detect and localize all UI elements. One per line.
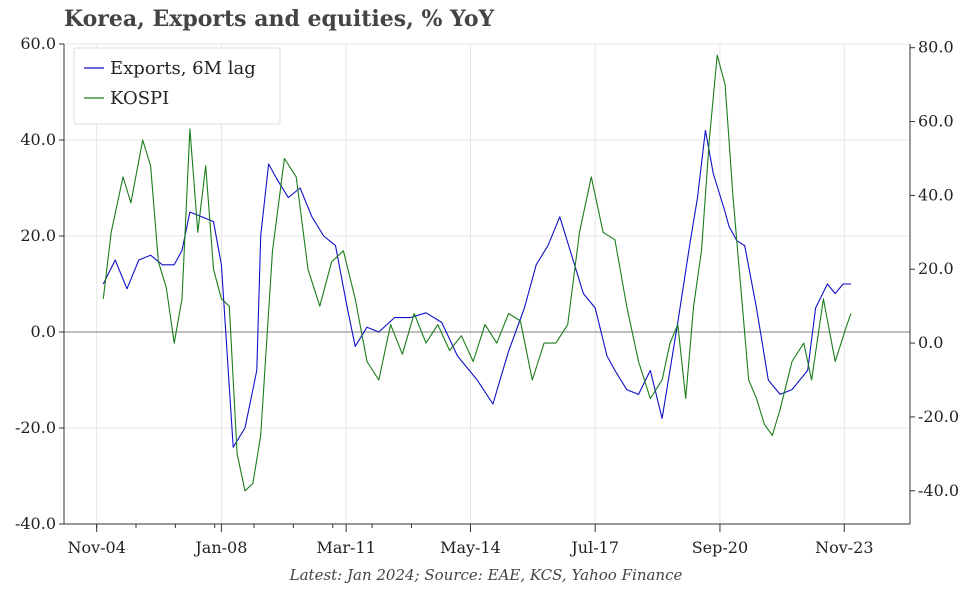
x-tick-label: Sep-20 [692,538,748,557]
y-right-tick-label: 60.0 [918,112,954,131]
x-tick-label: May-14 [440,538,501,557]
y-left-tick-label: 40.0 [20,130,56,149]
source-note: Latest: Jan 2024; Source: EAE, KCS, Yaho… [289,566,683,584]
chart-title: Korea, Exports and equities, % YoY [64,6,495,32]
y-left-tick-label: 0.0 [31,322,56,341]
x-tick-label: Nov-23 [815,538,873,557]
series-lines [102,54,852,492]
grid-lines [64,43,910,525]
y-right-tick-label: -40.0 [918,481,959,500]
y-left-tick-label: -40.0 [15,514,56,533]
y-right-tick-label: 80.0 [918,38,954,57]
y-right-tick-label: -20.0 [918,407,959,426]
x-tick-label: Jan-08 [193,538,247,557]
y-right-tick-label: 40.0 [918,185,954,204]
series-line-kospi [102,54,852,492]
axes: -40.0 -20.0 0.0 20.0 40.0 60.0 -40.0 -20.0 0.0 20… [15,34,959,557]
legend: Exports, 6M lag KOSPI [73,47,281,125]
y-right-tick-label: 0.0 [918,333,943,352]
legend-label: Exports, 6M lag [110,58,256,79]
y-right-tick-label: 20.0 [918,259,954,278]
y-left-tick-label: -20.0 [15,418,56,437]
y-left-tick-label: 20.0 [20,226,56,245]
legend-box [73,47,281,125]
x-tick-label: Nov-04 [67,538,125,557]
y-left-tick-label: 60.0 [20,34,56,53]
legend-label: KOSPI [110,88,169,109]
x-tick-label: Jul-17 [569,538,619,557]
x-tick-label: Mar-11 [316,538,375,557]
